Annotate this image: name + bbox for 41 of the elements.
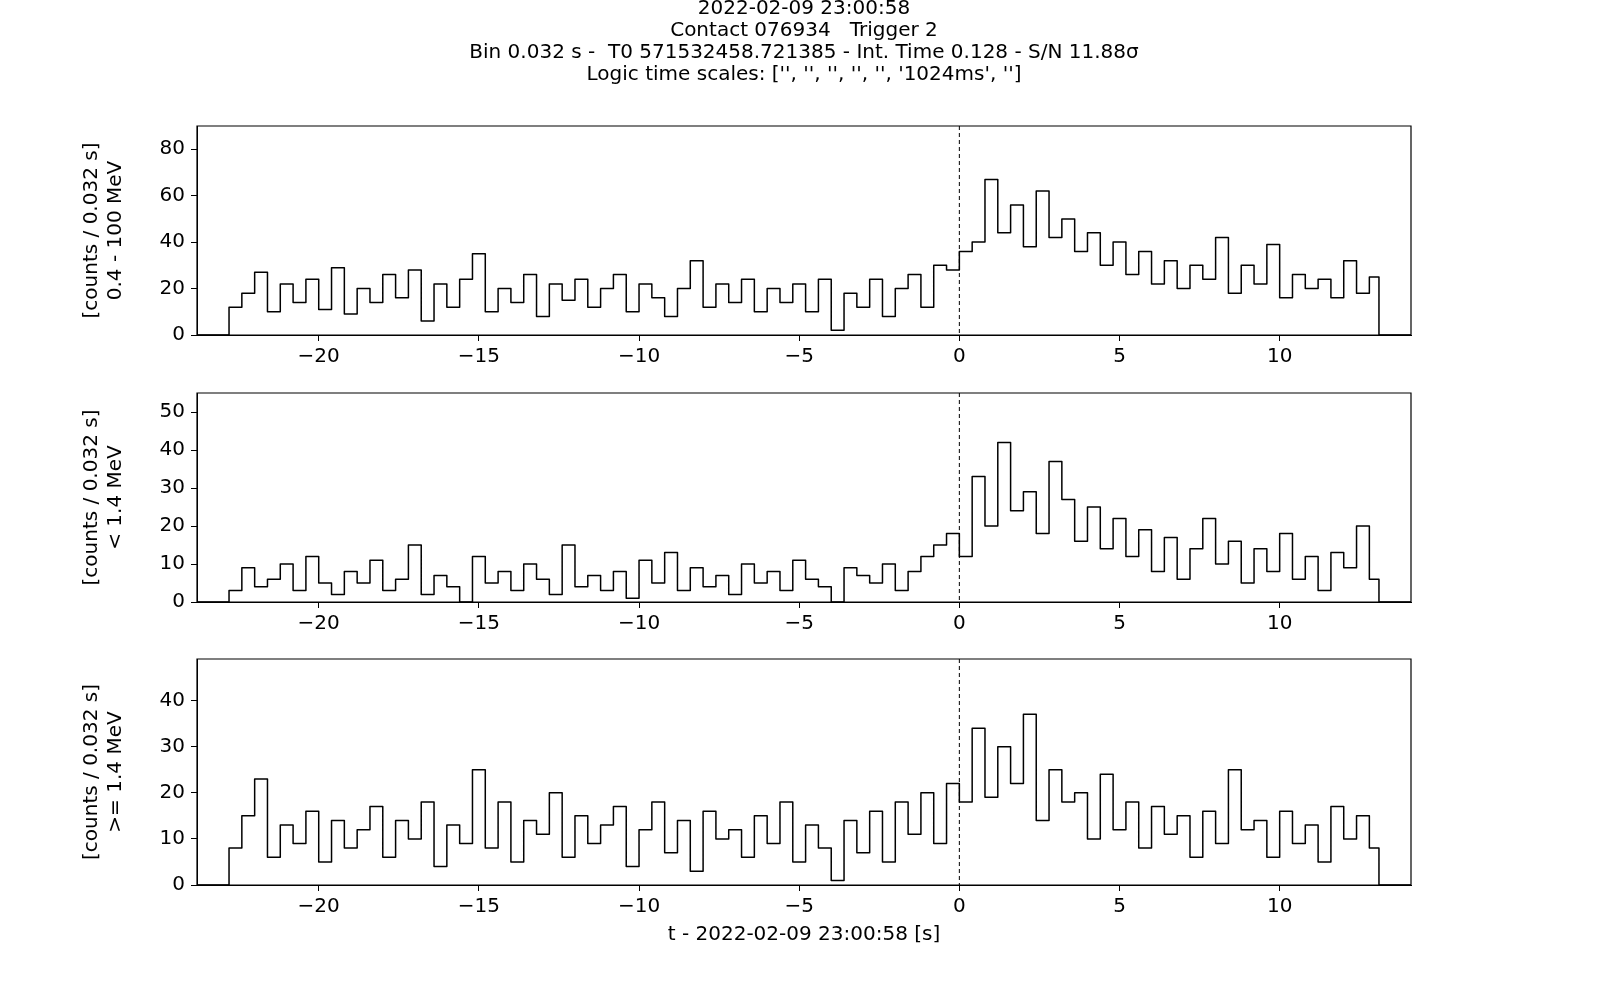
- y-tick-label: 40: [159, 228, 185, 253]
- x-tick-label: 5: [1113, 343, 1126, 368]
- y-tick-label: 30: [159, 474, 185, 499]
- x-tick-label: −5: [784, 893, 814, 918]
- y-tick-label: 50: [159, 398, 185, 423]
- x-tick-label: 5: [1113, 610, 1126, 635]
- y-tick-label: 40: [159, 436, 185, 461]
- x-tick-label: 0: [952, 610, 966, 635]
- y-axis-title: [counts / 0.032 s] 0.4 - 100 MeV: [78, 142, 127, 319]
- x-tick-label: 0: [952, 343, 966, 368]
- y-axis-title: [counts / 0.032 s] >= 1.4 MeV: [78, 684, 127, 860]
- x-tick-label: 0: [952, 893, 966, 918]
- x-tick-label: −10: [617, 893, 661, 918]
- x-tick-label: 10: [1266, 343, 1293, 368]
- x-tick-label: −10: [617, 343, 661, 368]
- x-tick-label: −15: [457, 610, 500, 635]
- x-tick-label: −10: [617, 610, 661, 635]
- x-tick-label: −5: [784, 610, 814, 635]
- x-tick-label: 5: [1113, 893, 1126, 918]
- y-tick-label: 20: [159, 274, 185, 299]
- y-tick-label: 10: [159, 550, 185, 575]
- y-tick-label: 80: [159, 135, 185, 160]
- x-tick-label: −15: [457, 893, 500, 918]
- y-tick-label: 40: [159, 686, 185, 711]
- y-tick-label: 60: [159, 181, 185, 206]
- y-tick-label: 0: [172, 588, 185, 613]
- y-tick-label: 10: [159, 825, 185, 850]
- y-tick-label: 0: [172, 871, 185, 896]
- x-axis-title: t - 2022-02-09 23:00:58 [s]: [667, 921, 941, 946]
- y-tick-label: 20: [159, 778, 185, 803]
- y-tick-label: 20: [159, 512, 185, 537]
- y-tick-label: 30: [159, 732, 185, 757]
- x-tick-label: −20: [297, 893, 340, 918]
- x-tick-label: −20: [297, 610, 340, 635]
- x-tick-label: 10: [1266, 610, 1293, 635]
- x-tick-label: −5: [784, 343, 814, 368]
- x-tick-label: −15: [457, 343, 500, 368]
- x-tick-label: 10: [1266, 893, 1293, 918]
- y-tick-label: 0: [172, 321, 185, 346]
- x-tick-label: −20: [297, 343, 340, 368]
- y-axis-title: [counts / 0.032 s] < 1.4 MeV: [78, 409, 127, 586]
